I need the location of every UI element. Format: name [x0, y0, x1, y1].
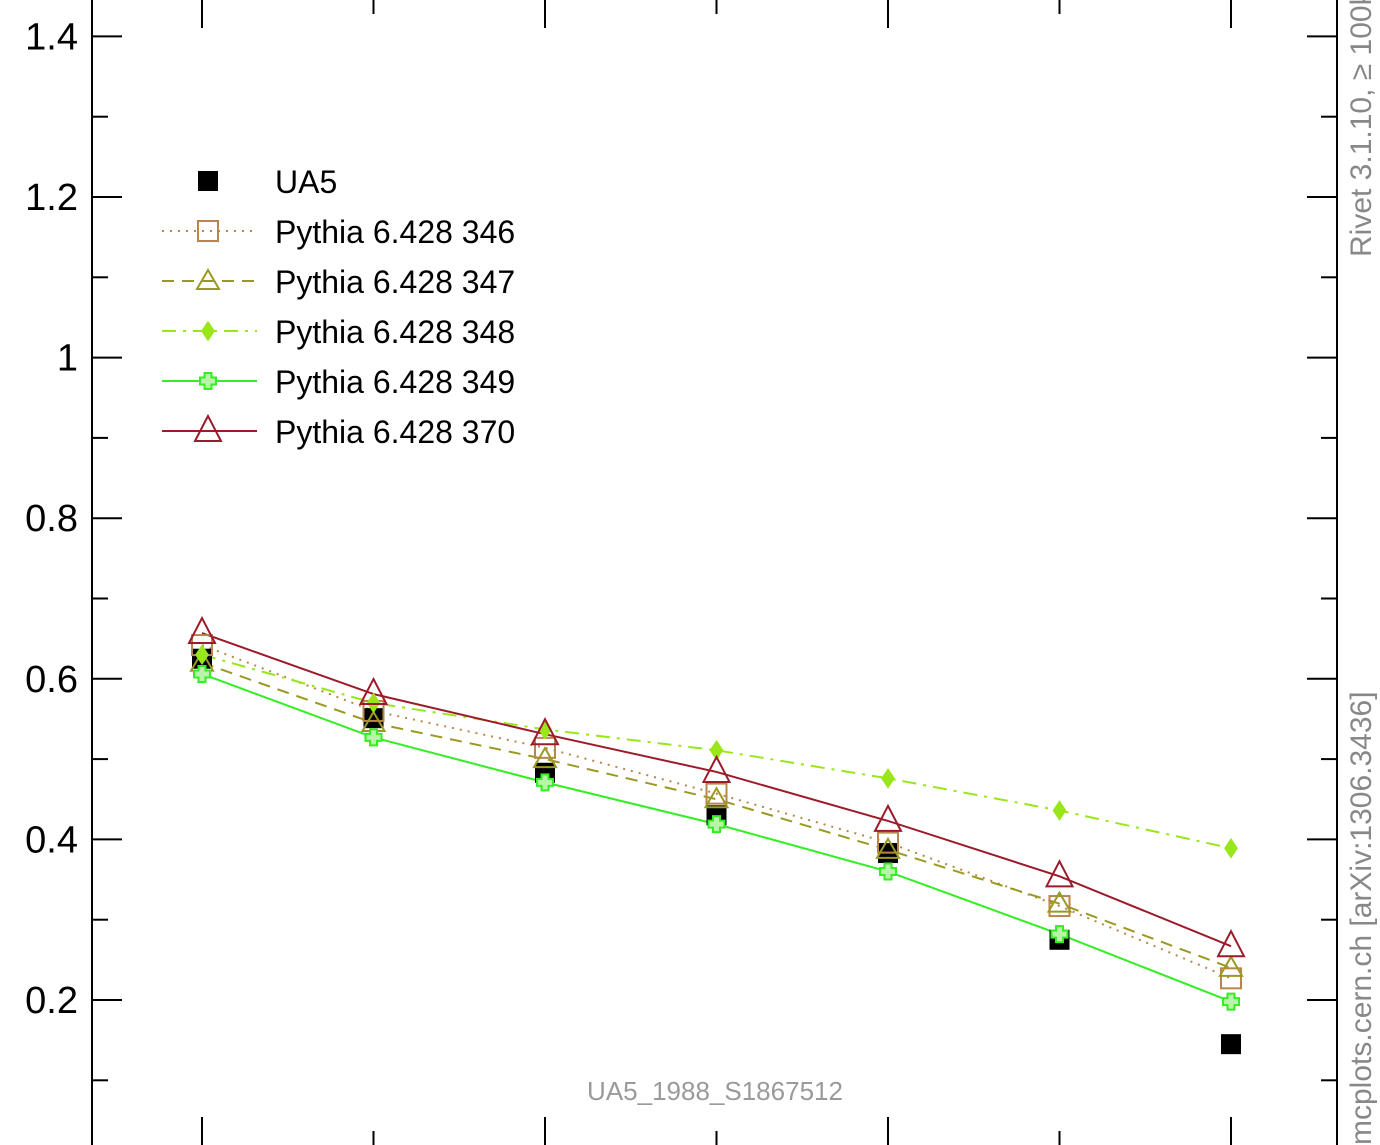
data-point	[1216, 929, 1246, 958]
data-point	[1221, 1034, 1241, 1055]
legend: UA5 Pythia 6.428 346 Pythia 6.428 347 Pythi…	[162, 164, 515, 450]
series-line	[201, 673, 1232, 1003]
data-point	[1050, 925, 1069, 944]
y-tick-label: 0.8	[25, 498, 78, 540]
legend-marker	[195, 268, 221, 290]
series-markers-0	[192, 648, 1241, 1055]
data-point	[709, 739, 724, 761]
series-markers-2	[189, 649, 1244, 977]
data-point	[366, 692, 381, 714]
y-tick-label: 1	[57, 338, 78, 380]
data-point	[536, 773, 554, 792]
legend-entry: UA5	[198, 164, 337, 200]
data-point	[701, 754, 732, 783]
y-tick-label: 0.2	[25, 980, 78, 1022]
data-point	[530, 717, 560, 746]
y-tick-label: 1.2	[25, 177, 78, 219]
data-point	[1046, 890, 1073, 913]
legend-marker	[199, 372, 217, 390]
axes-layer: 0.2 0.4 0.6 0.8 1 1.2 1.4	[25, 0, 1338, 1145]
series-4	[201, 673, 1232, 1003]
data-point	[877, 831, 899, 854]
legend-entry: Pythia 6.428 349	[162, 364, 515, 400]
data-point	[881, 768, 895, 789]
watermark-label: UA5_1988_S1867512	[587, 1076, 843, 1106]
legend-label: Pythia 6.428 348	[275, 314, 515, 350]
data-point	[1044, 859, 1075, 888]
legend-marker	[197, 220, 219, 242]
series-1	[201, 644, 1232, 980]
data-point	[1224, 837, 1238, 859]
series-layer	[187, 615, 1246, 1055]
data-point	[879, 862, 897, 881]
legend-entry: Pythia 6.428 348	[162, 314, 515, 350]
data-point	[1222, 992, 1240, 1011]
data-point	[1048, 895, 1071, 918]
series-line	[201, 644, 1232, 980]
rivet-version-label: Rivet 3.1.10, ≥ 100k events	[1345, 0, 1378, 257]
data-point	[705, 782, 728, 805]
legend-label: Pythia 6.428 346	[275, 214, 515, 250]
series-markers-4	[193, 664, 1240, 1011]
series-markers-5	[187, 615, 1246, 958]
legend-label: UA5	[275, 164, 337, 200]
data-point	[703, 786, 730, 809]
data-point	[193, 664, 211, 683]
legend-entry: Pythia 6.428 347	[162, 264, 515, 300]
data-point	[1052, 800, 1067, 821]
data-point	[875, 836, 901, 859]
data-point	[195, 644, 209, 666]
y-tick-label: 0.4	[25, 819, 78, 861]
legend-label: Pythia 6.428 370	[275, 414, 515, 450]
legend-label: Pythia 6.428 349	[275, 364, 515, 400]
data-point	[707, 815, 726, 834]
legend-marker	[198, 171, 218, 191]
legend-entry: Pythia 6.428 346	[162, 214, 515, 250]
legend-marker	[201, 320, 215, 342]
data-point	[1218, 954, 1244, 977]
legend-label: Pythia 6.428 347	[275, 264, 515, 300]
y-tick-label: 0.6	[25, 659, 78, 701]
legend-marker	[193, 413, 223, 442]
data-point	[873, 803, 903, 832]
mcplots-credit-label: mcplots.cern.ch [arXiv:1306.3436]	[1345, 691, 1378, 1145]
data-point	[1220, 967, 1242, 990]
data-point	[532, 746, 558, 769]
data-point	[358, 676, 389, 706]
data-point	[187, 615, 217, 645]
y-tick-label: 1.4	[25, 16, 78, 58]
data-point	[363, 708, 384, 729]
data-point	[364, 728, 383, 747]
legend-entry: Pythia 6.428 370	[162, 413, 515, 450]
